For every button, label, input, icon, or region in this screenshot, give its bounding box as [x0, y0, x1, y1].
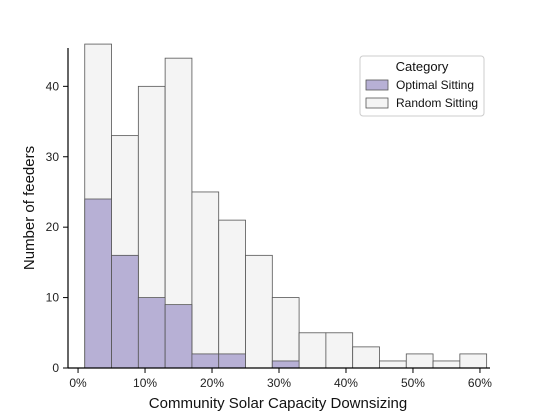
- optimal-sitting-bar-2: [137, 297, 166, 369]
- legend-title: Category: [396, 59, 449, 74]
- random-sitting-bar-6: [245, 254, 273, 369]
- x-tick-label-50: 50%: [401, 376, 425, 390]
- x-tick-label-40: 40%: [334, 376, 358, 390]
- optimal-sitting-bar-7: [271, 360, 300, 369]
- optimal-sitting-bar-1: [111, 254, 139, 369]
- y-tick-label-10: 10: [46, 291, 60, 305]
- axes: 0 10 20 30 40 0% 10% 20% 30% 40% 50% 60%: [46, 48, 492, 390]
- legend-swatch-random-sitting: [365, 97, 389, 109]
- y-tick-label-30: 30: [46, 150, 60, 164]
- legend: Category Optimal Sitting Random Sitting: [359, 55, 485, 117]
- y-tick-label-0: 0: [52, 361, 59, 375]
- x-tick-label-20: 20%: [200, 376, 224, 390]
- x-tick-label-0: 0%: [69, 376, 87, 390]
- y-tick-label-20: 20: [46, 220, 60, 234]
- legend-label-random-sitting: Random Sitting: [396, 96, 478, 110]
- random-sitting-bar-8: [298, 332, 327, 369]
- random-sitting-bar-10: [352, 346, 380, 369]
- random-sitting-bar-14: [459, 353, 488, 369]
- random-sitting-bar-12: [405, 353, 434, 369]
- x-tick-label-30: 30%: [267, 376, 291, 390]
- optimal-sitting-bar-4: [191, 353, 220, 369]
- random-sitting-bar-11: [379, 360, 407, 369]
- y-axis-label: Number of feeders: [21, 146, 38, 270]
- random-sitting-bar-7: [271, 297, 300, 369]
- optimal-sitting-bars: [84, 198, 300, 369]
- random-sitting-bar-9: [325, 332, 354, 369]
- optimal-sitting-bar-0: [84, 198, 112, 369]
- x-tick-label-10: 10%: [133, 376, 157, 390]
- y-tick-label-40: 40: [46, 79, 60, 93]
- optimal-sitting-bar-3: [164, 304, 193, 369]
- random-sitting-bar-4: [191, 191, 220, 369]
- x-axis-label: Community Solar Capacity Downsizing: [149, 395, 407, 412]
- legend-swatch-optimal-sitting: [365, 79, 389, 91]
- random-sitting-bar-5: [218, 219, 246, 369]
- legend-label-optimal-sitting: Optimal Sitting: [396, 78, 474, 92]
- legend-box: [359, 55, 485, 117]
- random-sitting-bar-13: [432, 360, 461, 369]
- optimal-sitting-bar-5: [218, 353, 246, 369]
- x-tick-label-60: 60%: [468, 376, 492, 390]
